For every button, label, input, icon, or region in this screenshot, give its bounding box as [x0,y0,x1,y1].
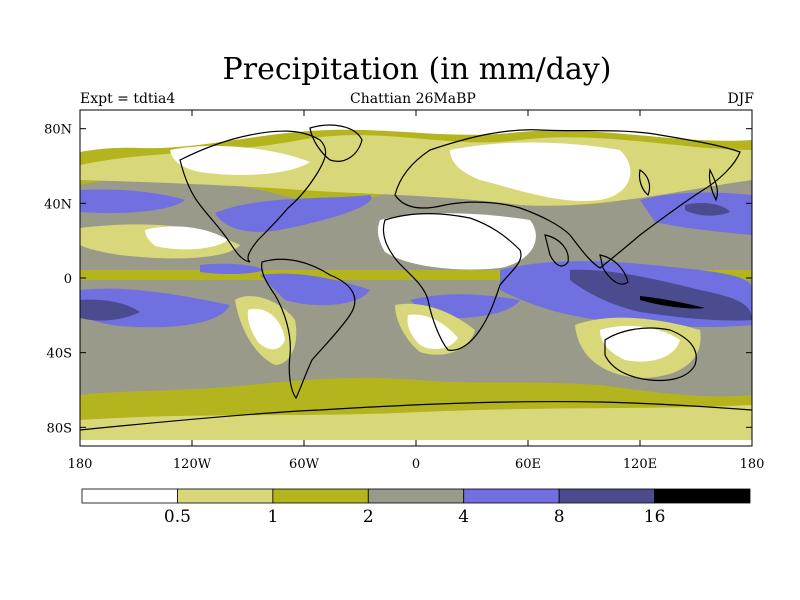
lat-tick-label: 40N [44,197,72,212]
lon-tick-label: 60W [289,457,320,472]
colorbar-label: 1 [267,507,278,527]
season-label: DJF [727,91,754,107]
lat-tick-label: 0 [64,272,72,287]
colorbar-label: 0.5 [164,507,191,527]
colorbar-swatch [81,488,178,504]
precipitation-field [80,110,752,446]
colorbar-label: 8 [554,507,565,527]
page-title: Precipitation (in mm/day) [222,52,612,87]
latitude-axis: 80N 40N 0 40S 80S [44,123,752,436]
colorbar-swatch [177,488,274,504]
colorbar-swatch [272,488,369,504]
coastlines [80,124,752,431]
colorbar-swatch [367,488,465,504]
colorbar-swatch [654,488,751,504]
colorbar-label: 16 [644,507,666,527]
colorbar: 0.5 1 2 4 8 16 [81,488,751,527]
colorbar-label: 4 [458,507,469,527]
lon-tick-label: 60E [515,457,541,472]
lat-tick-label: 80S [47,421,72,436]
lon-tick-label: 0 [412,457,420,472]
longitude-axis: 180 120W 60W 0 60E 120E 180 [68,110,765,472]
lon-tick-label: 120E [623,457,657,472]
lat-tick-label: 40S [47,347,72,362]
lon-tick-label: 180 [740,457,765,472]
colorbar-swatch [558,488,655,504]
period-label: Chattian 26MaBP [350,91,476,107]
lon-tick-label: 120W [173,457,212,472]
experiment-label: Expt = tdtia4 [80,91,176,107]
lon-tick-label: 180 [68,457,93,472]
colorbar-label: 2 [363,507,374,527]
colorbar-swatch [463,488,560,504]
lat-tick-label: 80N [44,123,72,138]
